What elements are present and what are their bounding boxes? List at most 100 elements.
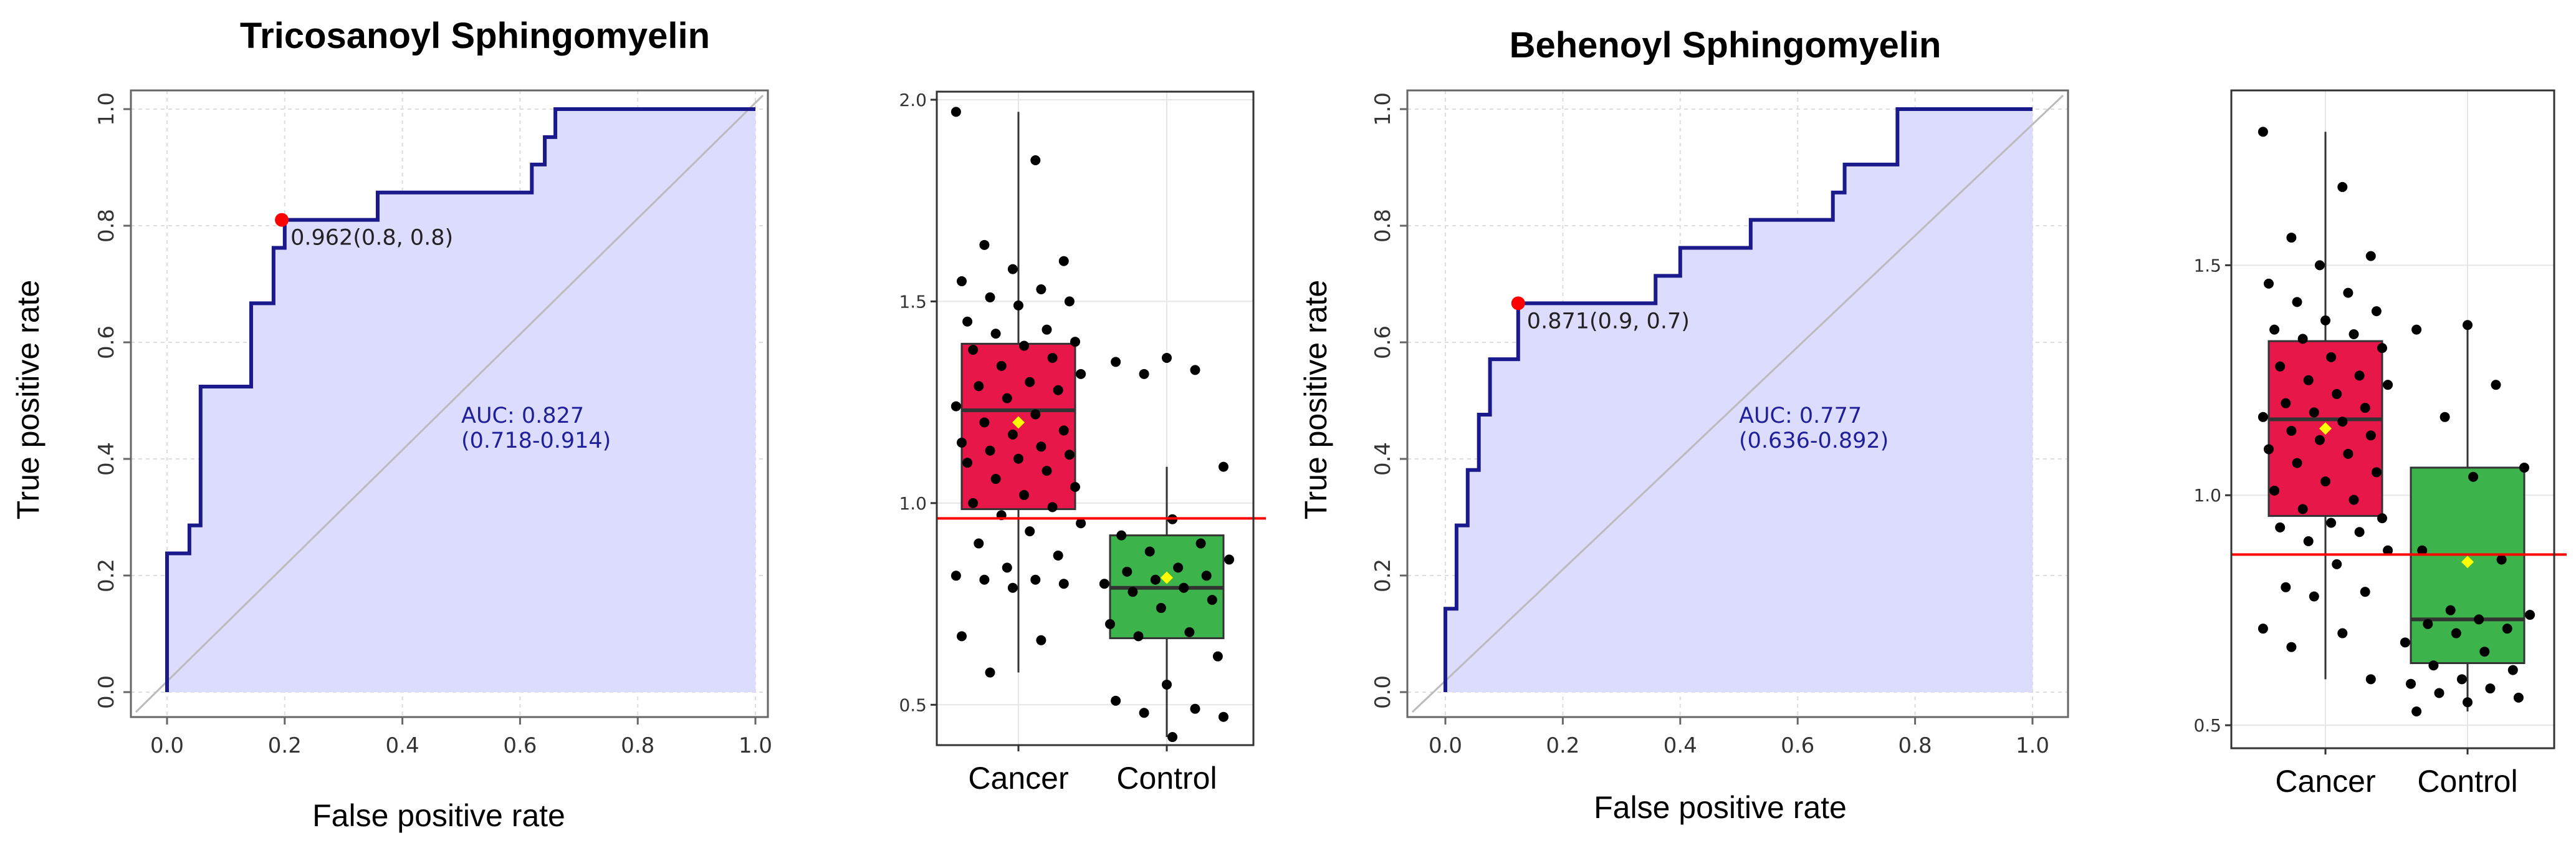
data-point [2513,692,2524,703]
data-point [1167,732,1178,743]
boxplot-tricosanoyl: 0.5 1.0 1.5 2.0 Cancer Control [899,90,1266,796]
data-point [950,401,961,412]
mean-marker [1161,571,1173,584]
data-point [1019,340,1030,351]
data-point [968,498,979,508]
plot-border [1406,89,2069,718]
data-point [1224,554,1235,565]
data-point [979,417,990,428]
data-point [962,458,973,468]
y-tick-label: 0.0 [1371,675,1396,709]
data-point [1212,651,1223,662]
data-point [1156,603,1166,614]
data-point [1195,538,1206,549]
data-point [2264,444,2274,455]
data-point [1058,579,1069,589]
y-tick-label: 0.8 [1371,209,1396,243]
data-point [2275,522,2286,532]
data-point [1036,635,1046,645]
mean-marker [2461,556,2474,569]
data-point [2377,513,2387,524]
data-point [2326,518,2337,528]
data-point [2258,127,2268,137]
data-point [1036,441,1046,452]
reference-diagonal [135,94,764,713]
data-point [2371,467,2382,478]
data-point [979,239,990,250]
data-point [2491,380,2501,390]
reference-diagonal [1411,94,2064,713]
roc-chart-behenoyl: Behenoyl Sphingomyelin False positive ra… [1298,25,2069,825]
data-point [2360,587,2370,597]
data-point [2463,320,2473,330]
data-point [2269,324,2280,335]
data-point [1219,461,1228,472]
category-label: Control [1116,761,1217,796]
data-point [2423,619,2433,629]
data-point [2365,430,2376,441]
y-tick-label: 0.4 [1371,442,1396,476]
data-point [1150,574,1161,585]
data-point [2463,697,2473,708]
data-point [2349,329,2359,340]
y-tick-label: 0.5 [2193,715,2221,736]
data-point [1064,450,1075,460]
data-point [1013,300,1023,311]
data-point [2440,412,2450,422]
data-point [1058,256,1069,266]
data-point [996,360,1007,371]
data-point [2474,614,2484,625]
data-point [2519,462,2529,473]
x-axis-label: False positive rate [1594,790,1847,825]
data-point [1184,627,1195,637]
category-label: Control [2417,764,2517,799]
data-point [1058,425,1069,436]
data-point [1025,526,1035,537]
data-point [985,667,995,678]
data-point [1036,284,1046,294]
data-point [950,107,961,117]
data-point [2292,297,2302,307]
data-point [1030,409,1041,420]
data-point [1041,466,1052,476]
data-point [1162,679,1172,690]
roc-curve [1444,107,2033,692]
data-point [950,571,961,581]
data-point [1053,550,1063,561]
auc-label: AUC: 0.777 [1739,403,1862,428]
data-point [2349,494,2359,505]
data-point [2281,398,2291,408]
auc-ci-label: (0.636-0.892) [1739,428,1889,453]
data-point [1041,324,1052,335]
data-point [2286,642,2297,652]
y-axis-label: True positive rate [1298,280,1333,519]
x-tick-label: 0.6 [503,733,537,758]
data-point [2383,545,2393,556]
data-point [2434,688,2444,698]
data-point [1162,352,1172,363]
y-tick-label: 0.5 [899,695,927,715]
data-point [2525,610,2535,620]
data-point [1030,155,1041,165]
y-tick-label: 0.2 [1371,559,1396,592]
y-tick-label: 1.0 [94,92,119,126]
x-tick-label: 1.0 [739,733,772,758]
mean-marker [1012,416,1025,429]
plot-border [936,90,1255,746]
data-point [2451,628,2461,638]
data-point [974,538,984,549]
data-point [962,316,973,327]
data-point [2343,287,2353,298]
data-point [2354,527,2365,537]
data-point [2337,628,2348,638]
data-point [2297,334,2308,344]
data-point [1070,481,1080,492]
y-tick-label: 1.0 [2193,485,2221,506]
data-point [985,292,995,302]
data-point [1007,264,1018,274]
data-point [1133,631,1144,642]
data-point [1116,530,1127,541]
data-point [1173,562,1184,573]
category-label: Cancer [2275,764,2375,799]
